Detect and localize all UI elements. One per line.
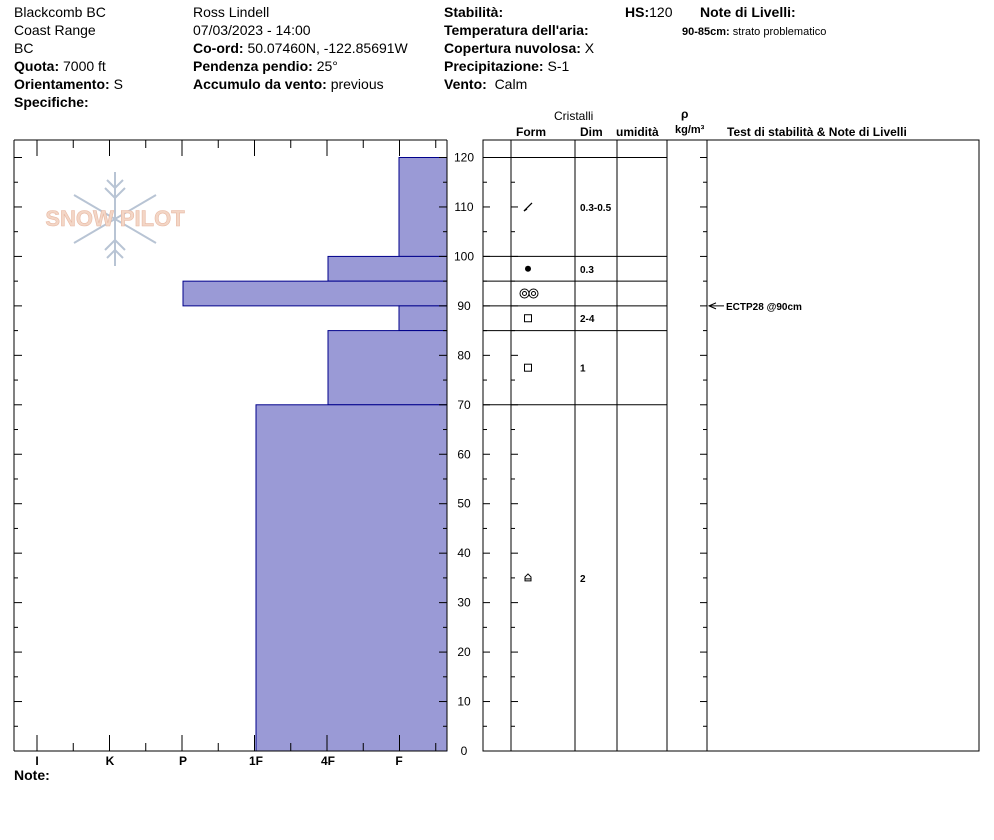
- crystals-header: Cristalli: [554, 109, 594, 123]
- test-arrow-icon: [707, 302, 717, 310]
- test-label: ECTP28 @90cm: [726, 302, 802, 313]
- hardness-tick-label: 1F: [249, 754, 263, 768]
- crystal-size-label: 0.3: [580, 265, 594, 276]
- depth-tick-label: 80: [457, 348, 471, 362]
- crystal-faceted-icon: [524, 314, 532, 323]
- datetime: 07/03/2023 - 14:00: [193, 22, 311, 38]
- test-annotations: ECTP28 @90cm: [707, 302, 802, 313]
- hardness-axes: 0 10 20 30 40 50 60 70 80 90 100 110 120 I K P 1F 4F F: [13, 139, 474, 768]
- crystal-decomposing-icon: [523, 202, 533, 212]
- hardness-tick-label: K: [106, 754, 115, 768]
- depth-tick-label: 40: [457, 546, 471, 560]
- moisture-header: umidità: [616, 125, 659, 139]
- range: Coast Range: [14, 22, 96, 38]
- layer-notes-label: Note di Livelli:: [700, 4, 796, 20]
- density-unit-header: kg/m³: [675, 124, 705, 136]
- cloud-cover: Copertura nuvolosa: X: [444, 40, 595, 56]
- depth-tick-label: 70: [457, 398, 471, 412]
- observer: Ross Lindell: [193, 4, 270, 20]
- tests-notes-header: Test di stabilità & Note di Livelli: [727, 125, 907, 139]
- hardness-tick-label: P: [179, 754, 187, 768]
- air-temp-label: Temperatura dell'aria:: [444, 22, 589, 38]
- aspect: Orientamento: S: [14, 76, 123, 92]
- depth-tick-label: 20: [457, 645, 471, 659]
- faceted-square: [524, 314, 532, 323]
- crystal-size-label: 2: [580, 574, 586, 585]
- snowflake-icon: [73, 172, 157, 266]
- hardness-tick-label: I: [35, 754, 38, 768]
- depth-tick-label: 110: [454, 200, 473, 214]
- crystal-size-label: 2-4: [580, 314, 595, 325]
- wind-loading: Accumulo da vento: previous: [193, 76, 384, 92]
- crystal-rows: 0.3-0.5 0.3 2-4 1 2: [519, 202, 612, 585]
- snow-height: HS:120: [625, 4, 673, 20]
- specifics-label: Specifiche:: [14, 94, 89, 110]
- stability-label: Stabilità:: [444, 4, 504, 20]
- faceted-square: [524, 363, 532, 372]
- decomposing-hook: [523, 208, 528, 212]
- depth-tick-label: 90: [457, 299, 471, 313]
- wind: Vento: Calm: [444, 76, 528, 92]
- rime-inner-right: [531, 291, 536, 297]
- hardness-bar-1: [327, 255, 448, 282]
- hardness-bar-3: [398, 305, 448, 332]
- depth-hoar-shape: [524, 573, 532, 582]
- logo-text: SNOW PILOT: [45, 206, 185, 231]
- crystal-size-label: 0.3-0.5: [580, 203, 612, 214]
- crystal-depth-hoar-icon: [524, 573, 532, 582]
- rime-circle-left: [519, 288, 530, 299]
- location: Blackcomb BC: [14, 4, 106, 20]
- grid-border: [482, 139, 980, 752]
- rime-inner-left: [522, 291, 527, 297]
- size-header: Dim: [580, 125, 603, 139]
- hardness-bar-4: [327, 330, 448, 406]
- slope: Pendenza pendio: 25°: [193, 58, 338, 74]
- hardness-bar-2: [182, 280, 448, 307]
- hardness-tick-label: F: [395, 754, 402, 768]
- depth-tick-label: 120: [454, 151, 474, 165]
- hardness-bar-5: [255, 404, 448, 752]
- depth-tick-label: 60: [457, 447, 471, 461]
- crystal-rime-icon: [519, 288, 539, 299]
- graupel-dot: [525, 265, 531, 272]
- precipitation: Precipitazione: S-1: [444, 58, 570, 74]
- snowpilot-logo: SNOW PILOT: [45, 172, 186, 266]
- crystal-grid: [482, 139, 980, 752]
- crystal-graupel-icon: [525, 265, 531, 272]
- form-header: Form: [516, 125, 546, 139]
- depth-tick-label: 50: [457, 497, 471, 511]
- rime-circle-right: [528, 288, 539, 299]
- region: BC: [14, 40, 34, 56]
- depth-tick-label: 10: [457, 695, 471, 709]
- rho-header: ρ: [681, 107, 689, 121]
- crystal-faceted-icon: [524, 363, 532, 372]
- depth-tick-label: 0: [461, 744, 468, 758]
- crystal-size-label: 1: [580, 364, 586, 375]
- hardness-bars: [182, 157, 448, 752]
- elevation: Quota: 7000 ft: [14, 58, 106, 74]
- hardness-tick-label: 4F: [321, 754, 335, 768]
- depth-tick-label: 30: [457, 596, 471, 610]
- depth-tick-label: 100: [454, 249, 474, 263]
- notes-label: Note:: [14, 767, 50, 783]
- layer-note: 90-85cm: strato problematico: [682, 26, 827, 38]
- coordinates: Co-ord: 50.07460N, -122.85691W: [193, 40, 408, 56]
